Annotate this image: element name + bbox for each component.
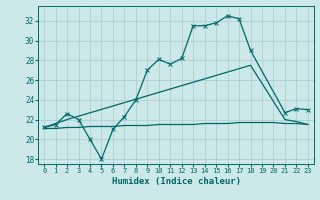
X-axis label: Humidex (Indice chaleur): Humidex (Indice chaleur) (111, 177, 241, 186)
